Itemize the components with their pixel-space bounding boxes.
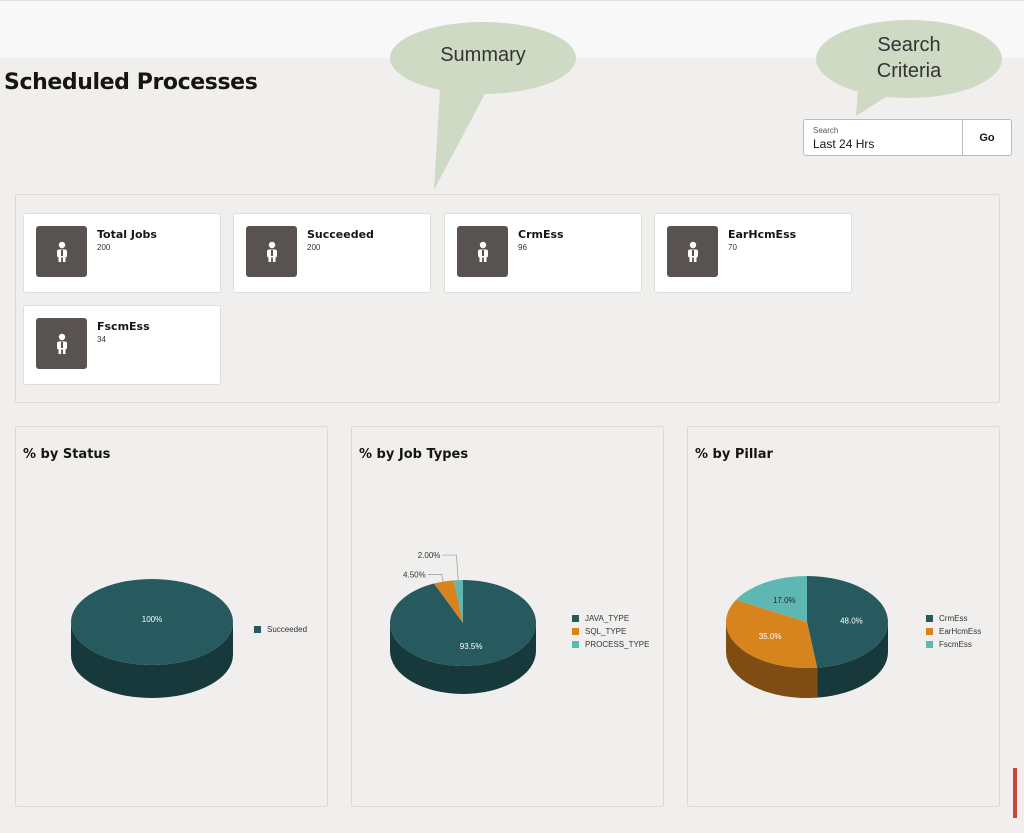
slice-label: 4.50%: [403, 571, 426, 580]
summary-card-title: FscmEss: [97, 320, 150, 333]
status-pie-chart: 100% Succeeded: [71, 579, 307, 698]
pie-side: [390, 623, 536, 694]
legend-label: CrmEss: [939, 614, 967, 623]
person-icon: [56, 241, 67, 262]
summary-callout: Summary: [390, 22, 576, 94]
legend-swatch: [926, 628, 933, 635]
pillar-pie-chart: 48.0% CrmEss 35.0% EarHcmEss 17.0% FscmEss: [726, 576, 981, 698]
label-leader-line: [427, 574, 445, 585]
legend-swatch: [254, 626, 261, 633]
chart-title: % by Status: [23, 447, 111, 462]
person-tile: [667, 226, 718, 277]
pie-slice[interactable]: [71, 579, 233, 665]
search-value: Last 24 Hrs: [813, 137, 875, 151]
slice-label: 35.0%: [759, 632, 782, 641]
search-input[interactable]: Search Last 24 Hrs: [804, 120, 963, 155]
person-icon: [266, 241, 277, 262]
summary-card-title: Total Jobs: [97, 228, 157, 241]
summary-card-count: 34: [97, 335, 106, 344]
chart-panel-status: % by Status 100% Succeeded: [15, 426, 328, 807]
summary-card[interactable]: Succeeded 200: [233, 213, 431, 293]
search-criteria-callout: Search Criteria: [816, 20, 1002, 98]
label-leader-line: [442, 554, 459, 584]
search-label: Search: [813, 126, 839, 135]
pie-side: [71, 622, 233, 698]
legend-swatch: [572, 641, 579, 648]
person-tile: [36, 318, 87, 369]
page-background: [0, 58, 1024, 833]
slice-label: 17.0%: [773, 596, 796, 605]
pie-slice[interactable]: [434, 580, 463, 623]
summary-card-title: Succeeded: [307, 228, 374, 241]
scroll-indicator: [1013, 768, 1017, 818]
pie-slice[interactable]: [736, 576, 807, 622]
summary-card-count: 70: [728, 243, 737, 252]
slice-label: 2.00%: [418, 551, 441, 560]
summary-card[interactable]: CrmEss 96: [444, 213, 642, 293]
legend-label: FscmEss: [939, 640, 972, 649]
search-callout-line1: Search: [877, 34, 941, 56]
summary-card[interactable]: EarHcmEss 70: [654, 213, 852, 293]
pie-slice[interactable]: [807, 576, 889, 668]
chart-panel-pillar: % by Pillar 48.0% CrmEss 35.0% EarHcmEss 17.…: [687, 426, 1000, 807]
pie-slice[interactable]: [453, 580, 463, 623]
summary-card-count: 200: [97, 243, 111, 252]
search-callout-line2: Criteria: [876, 60, 942, 82]
summary-card[interactable]: Total Jobs 200: [23, 213, 221, 293]
person-tile: [36, 226, 87, 277]
go-button[interactable]: Go: [979, 131, 995, 144]
slice-label: 100%: [142, 615, 162, 624]
chart-panel-job-types: % by Job Types 93.5% JAVA_TYPE 4.50% SQL_TY…: [351, 426, 664, 807]
summary-callout-text: Summary: [440, 44, 526, 66]
legend-swatch: [926, 615, 933, 622]
legend-label: SQL_TYPE: [585, 627, 626, 636]
person-icon: [477, 241, 488, 262]
summary-card-title: CrmEss: [518, 228, 564, 241]
pie-side: [817, 622, 888, 698]
person-icon: [687, 241, 698, 262]
pie-slice[interactable]: [389, 580, 536, 666]
slice-label: 93.5%: [460, 642, 483, 651]
person-tile: [246, 226, 297, 277]
legend-swatch: [572, 615, 579, 622]
page-title: Scheduled Processes: [4, 70, 258, 95]
chart-title: % by Job Types: [359, 447, 469, 462]
chart-title: % by Pillar: [695, 447, 773, 462]
summary-card-count: 96: [518, 243, 527, 252]
legend-label: Succeeded: [267, 625, 307, 634]
legend-label: PROCESS_TYPE: [585, 640, 649, 649]
search-box: Search Last 24 Hrs Go: [803, 119, 1012, 156]
job-types-pie-chart: 93.5% JAVA_TYPE 4.50% SQL_TYPE 2.00% PROCESS_…: [389, 551, 649, 694]
slice-label: 48.0%: [840, 616, 863, 625]
person-icon: [56, 333, 67, 354]
pie-slice[interactable]: [726, 599, 818, 668]
legend-swatch: [926, 641, 933, 648]
person-tile: [457, 226, 508, 277]
legend-label: EarHcmEss: [939, 627, 981, 636]
summary-panel: [15, 194, 1000, 403]
legend-swatch: [572, 628, 579, 635]
legend-label: JAVA_TYPE: [585, 614, 629, 623]
summary-card-count: 200: [307, 243, 321, 252]
summary-card-title: EarHcmEss: [728, 228, 797, 241]
summary-card[interactable]: FscmEss 34: [23, 305, 221, 385]
pie-side: [726, 622, 818, 698]
